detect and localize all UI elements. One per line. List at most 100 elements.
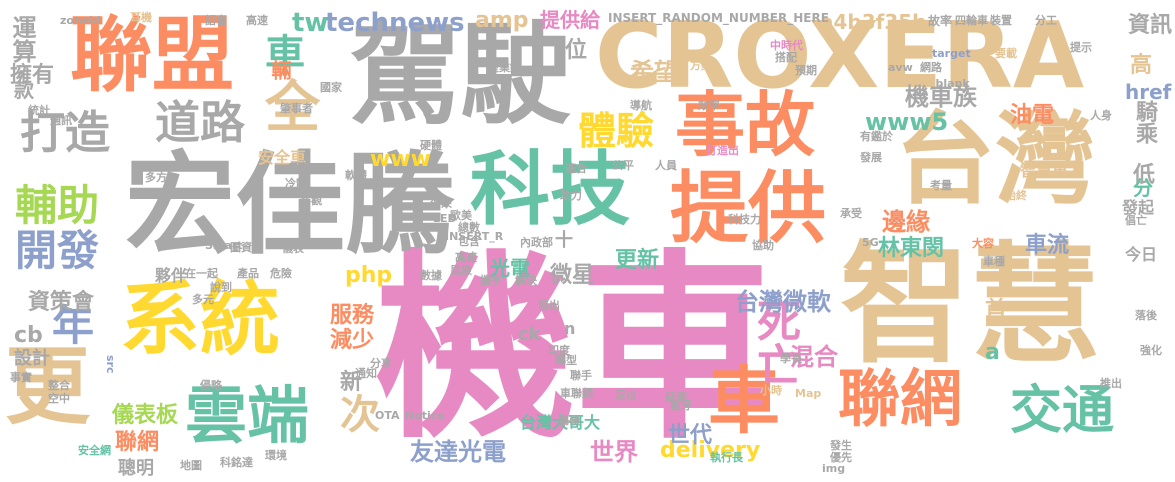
cloud-word: 資訊: [1128, 13, 1173, 38]
cloud-word: 推出: [1100, 377, 1122, 390]
cloud-word: technews: [325, 8, 465, 38]
cloud-word: 高速: [246, 14, 268, 27]
cloud-word: 輛: [268, 60, 292, 80]
cloud-word: 危險: [270, 267, 292, 280]
cloud-word: 聰明: [118, 458, 154, 479]
cloud-word: 中時代: [770, 39, 803, 52]
cloud-word: 效率: [698, 99, 720, 112]
cloud-word: 承受: [840, 207, 862, 220]
cloud-word: 儀表: [282, 242, 304, 255]
cloud-word: LED: [433, 212, 457, 225]
cloud-word: 提示: [1070, 41, 1092, 54]
cloud-word: src: [104, 355, 117, 374]
cloud-word: 考量: [930, 179, 952, 192]
cloud-word: 印度: [548, 344, 570, 357]
cloud-word: 發展: [860, 151, 882, 164]
cloud-word: php: [345, 263, 393, 288]
cloud-word: www5: [865, 108, 949, 136]
cloud-word: 鵬碩: [558, 414, 580, 427]
cloud-word: 通訊: [50, 114, 72, 127]
cloud-word: img: [822, 462, 846, 475]
cloud-word: 機車族: [905, 83, 977, 111]
cloud-word: target: [932, 47, 971, 60]
cloud-word: 高速: [455, 251, 477, 264]
cloud-word: 台灣大哥大: [520, 413, 601, 432]
cloud-word: 事實: [10, 371, 32, 384]
cloud-word: 服務: [330, 303, 375, 328]
cloud-word: 方案: [690, 59, 712, 72]
cloud-word: 安全車: [258, 148, 307, 167]
cloud-word: 款: [14, 78, 34, 102]
cloud-word: 統計: [28, 104, 50, 117]
cloud-word: 分工: [1035, 14, 1057, 27]
cloud-word: 全: [265, 75, 321, 139]
cloud-word: 減少: [330, 328, 375, 353]
cloud-word: 執行長: [710, 451, 743, 464]
cloud-word: cb: [14, 323, 43, 348]
cloud-word: 客觀: [300, 194, 322, 207]
cloud-word: tw: [292, 8, 329, 38]
cloud-word: 更新: [615, 248, 660, 273]
cloud-word: 通知: [355, 367, 377, 380]
cloud-word: 安全網: [78, 444, 111, 457]
cloud-word: 地圖: [180, 459, 202, 472]
cloud-word: 機車: [375, 233, 776, 466]
cloud-word: 高: [1130, 53, 1153, 78]
cloud-word: 整合: [48, 379, 70, 392]
cloud-word: 邊緣: [882, 208, 930, 236]
cloud-word: 雲端: [185, 379, 310, 452]
cloud-word: 科銘達: [220, 456, 253, 469]
cloud-word: 冷靜: [285, 177, 307, 190]
cloud-word: 優先: [830, 451, 852, 464]
cloud-word: 適合: [565, 162, 587, 175]
cloud-word: 友達光電: [410, 438, 506, 466]
cloud-word: 聯網: [838, 362, 963, 435]
cloud-word: 倡亡: [1125, 214, 1147, 227]
cloud-word: 在一起: [185, 267, 218, 280]
cloud-word: Notice: [405, 409, 445, 422]
cloud-word: 平均: [290, 161, 312, 174]
cloud-word: 科技力: [728, 213, 761, 226]
cloud-word: 足以: [615, 389, 637, 402]
cloud-word: 交通: [1010, 381, 1115, 441]
cloud-word: 解決: [515, 274, 537, 287]
cloud-word: 運算: [8, 15, 36, 63]
cloud-word: 轉型: [555, 354, 577, 367]
cloud-word: 有鑑於: [860, 130, 893, 143]
cloud-word: 公平: [612, 159, 634, 172]
cloud-word: 提供: [670, 164, 827, 254]
cloud-word: 數據: [420, 269, 442, 282]
cloud-word: 風險: [450, 264, 472, 277]
cloud-word: _blank: [930, 77, 970, 90]
cloud-word: 林東閔: [878, 236, 945, 261]
cloud-word: INSERT_R: [445, 230, 504, 243]
cloud-word: 設計: [14, 348, 50, 369]
cloud-word: Map: [795, 387, 822, 400]
cloud-word: 多元: [192, 293, 214, 306]
cloud-word: www: [370, 147, 431, 172]
cloud-word: 混合: [790, 343, 838, 371]
cloud-word: 智慧車: [1020, 161, 1069, 180]
cloud-word: 始終: [1005, 189, 1027, 202]
cloud-word: 導航: [630, 99, 652, 112]
cloud-word: 侵略: [200, 379, 222, 392]
cloud-word: 宏佳騰: [125, 141, 455, 269]
cloud-word: 產品: [237, 267, 259, 280]
cloud-word: 騎乘: [1132, 100, 1157, 144]
cloud-word: 說到: [210, 281, 232, 294]
cloud-word: 車種: [983, 255, 1005, 268]
cloud-word: 分: [1133, 176, 1153, 200]
cloud-word: 科技: [470, 143, 630, 236]
cloud-word: 更: [5, 338, 91, 437]
cloud-word: INSERT_RANDOM_NUMBER_HERE: [608, 11, 829, 25]
cloud-word: 落後: [1135, 309, 1157, 322]
cloud-word: 車: [708, 359, 781, 443]
cloud-word: 道路: [155, 96, 246, 149]
cloud-word: Smart: [205, 239, 243, 252]
cloud-word: 儀表板: [112, 403, 179, 428]
cloud-word: 開發: [15, 226, 100, 275]
cloud-word: 世代: [668, 423, 713, 448]
cloud-word: 四輪車: [955, 14, 988, 27]
cloud-word: 預期: [795, 64, 817, 77]
cloud-word: 夥伴: [155, 266, 188, 285]
